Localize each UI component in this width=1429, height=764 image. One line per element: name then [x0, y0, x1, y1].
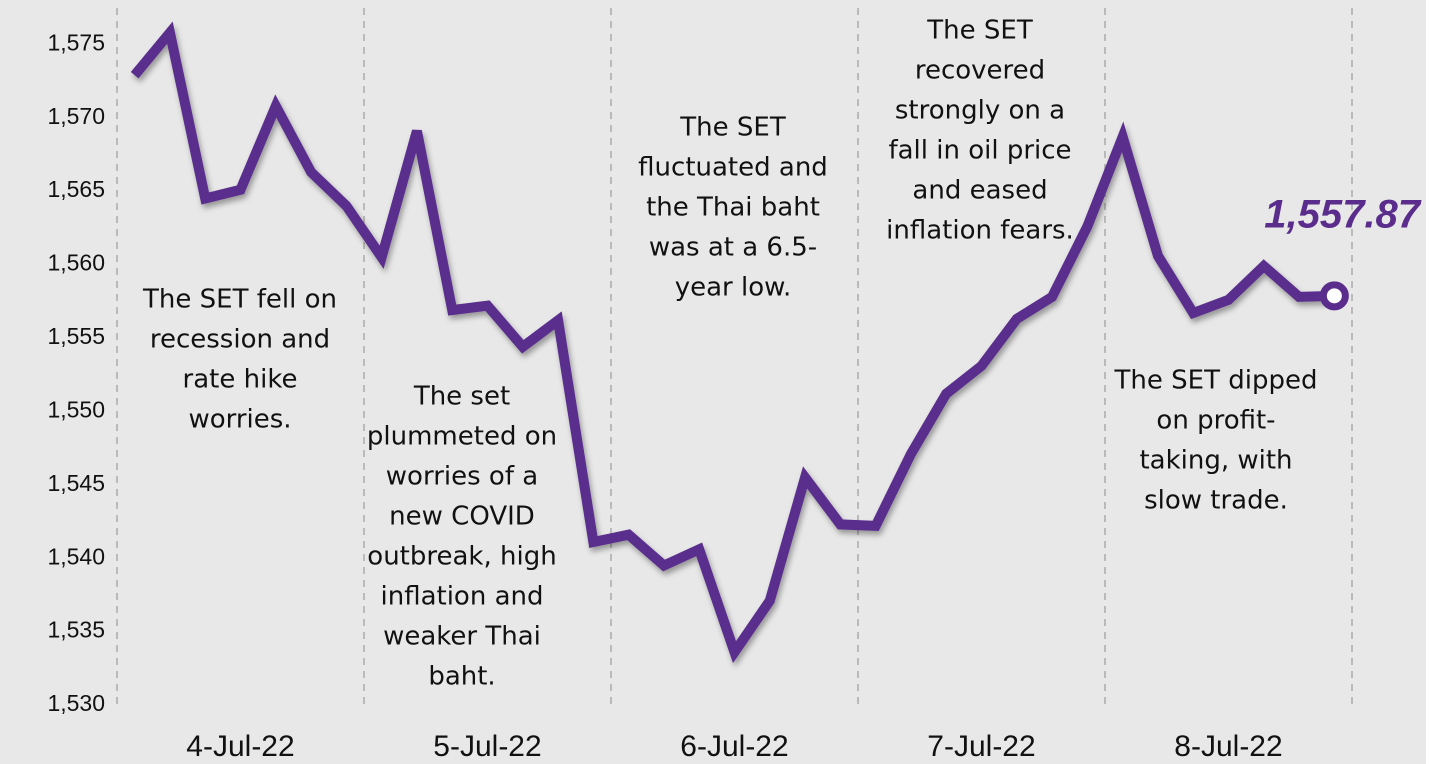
annotation: recession and — [150, 325, 330, 355]
annotation: outbreak, high — [367, 542, 556, 572]
y-tick-label: 1,535 — [47, 617, 105, 643]
annotation: baht. — [428, 662, 495, 692]
annotation: The SET fell on — [142, 285, 337, 315]
annotation: fluctuated and — [638, 153, 828, 183]
annotation: strongly on a — [895, 96, 1065, 126]
x-tick-label: 7-Jul-22 — [927, 730, 1035, 763]
end-label: 1,557.87 — [1264, 193, 1421, 237]
annotation: inflation and — [381, 582, 544, 612]
annotation: was at a 6.5- — [649, 233, 817, 263]
annotation: taking, with — [1139, 446, 1292, 476]
annotation: recovered — [915, 56, 1045, 86]
y-tick-label: 1,555 — [47, 323, 105, 349]
y-tick-label: 1,560 — [47, 250, 105, 276]
annotation: on profit- — [1156, 406, 1275, 436]
y-tick-label: 1,565 — [47, 176, 105, 202]
y-tick-label: 1,530 — [47, 690, 105, 716]
annotation: worries. — [188, 405, 291, 435]
annotation: The set — [413, 382, 510, 412]
annotation: and eased — [912, 176, 1047, 206]
annotation: inflation fears. — [886, 216, 1074, 246]
annotation: weaker Thai — [383, 622, 541, 652]
y-tick-label: 1,550 — [47, 396, 105, 422]
x-tick-label: 8-Jul-22 — [1174, 730, 1282, 763]
annotation: fall in oil price — [888, 136, 1071, 166]
y-tick-label: 1,540 — [47, 543, 105, 569]
annotation: worries of a — [386, 462, 538, 492]
end-marker — [1319, 281, 1349, 311]
x-tick-label: 4-Jul-22 — [186, 730, 294, 763]
annotation: The SET dipped — [1114, 366, 1318, 396]
annotation: new COVID — [389, 502, 535, 532]
annotation: slow trade. — [1144, 486, 1288, 516]
annotation: year low. — [675, 273, 792, 303]
y-tick-label: 1,545 — [47, 470, 105, 496]
x-tick-label: 5-Jul-22 — [433, 730, 541, 763]
annotation: the Thai baht — [646, 193, 820, 223]
series-line — [130, 21, 1335, 664]
annotation: rate hike — [183, 365, 298, 395]
annotation: The SET — [926, 16, 1033, 46]
y-tick-label: 1,575 — [47, 29, 105, 55]
annotation: plummeted on — [367, 422, 557, 452]
annotation: The SET — [679, 113, 786, 143]
y-tick-label: 1,570 — [47, 103, 105, 129]
x-tick-label: 6-Jul-22 — [680, 730, 788, 763]
